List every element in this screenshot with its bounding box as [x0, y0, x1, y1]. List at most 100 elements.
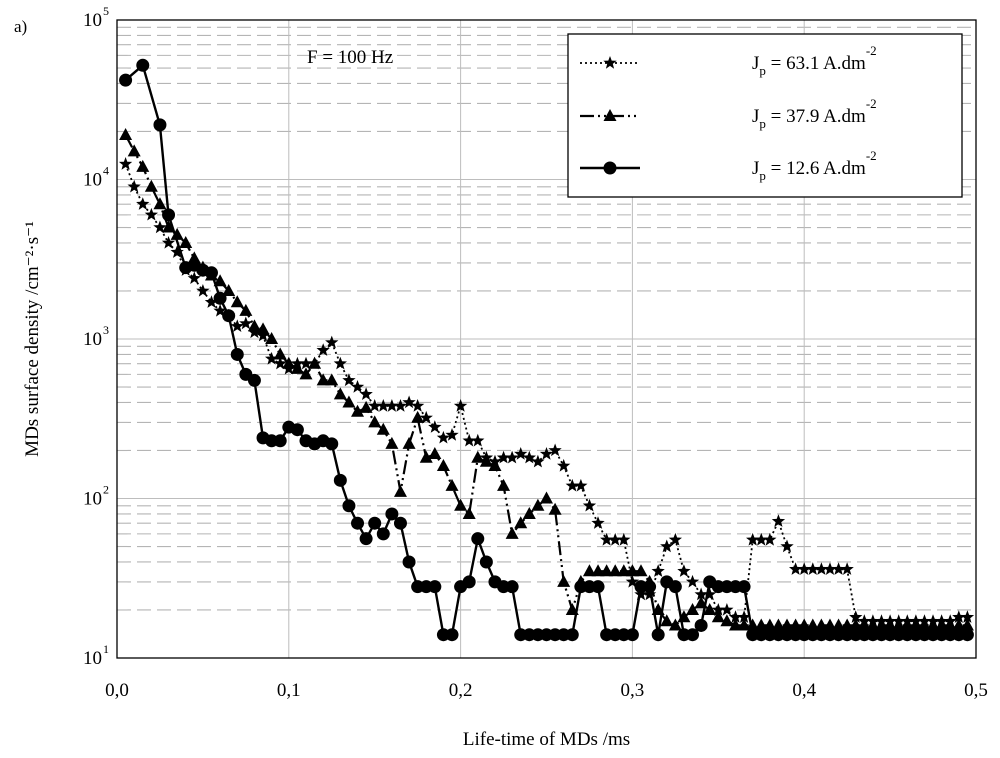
- circle-marker: [247, 373, 261, 387]
- triangle-marker: [308, 356, 322, 369]
- star-marker: [806, 562, 820, 575]
- triangle-marker: [728, 618, 742, 631]
- triangle-marker: [342, 395, 356, 408]
- triangle-marker: [445, 478, 459, 491]
- triangle-marker: [952, 618, 966, 631]
- star-marker: [376, 399, 390, 412]
- triangle-marker: [883, 618, 897, 631]
- legend-label-part: J: [752, 53, 759, 74]
- circle-marker: [213, 291, 227, 305]
- star-marker: [419, 410, 433, 424]
- circle-marker: [694, 618, 708, 632]
- circle-marker: [625, 628, 639, 642]
- triangle-marker: [849, 618, 863, 631]
- legend-label: Jp = 63.1 A.dm-2: [752, 43, 877, 78]
- star-marker: [548, 443, 562, 457]
- triangle-marker: [239, 303, 253, 316]
- triangle-marker: [737, 618, 751, 631]
- star-marker: [265, 351, 279, 365]
- circle-marker: [393, 516, 407, 530]
- legend-label-part: -2: [866, 96, 877, 111]
- y-tick-exponent: 3: [103, 323, 109, 337]
- triangle-marker: [617, 564, 631, 577]
- star-marker: [603, 56, 617, 69]
- star-marker: [239, 316, 253, 330]
- legend-label-part: = 63.1 A.dm: [766, 53, 866, 74]
- triangle-marker: [256, 322, 270, 335]
- circle-marker: [668, 580, 682, 594]
- panel-label: a): [14, 17, 27, 36]
- triangle-marker: [522, 506, 536, 519]
- circle-marker: [325, 437, 339, 451]
- triangle-marker: [634, 564, 648, 577]
- circle-marker: [273, 434, 287, 448]
- triangle-marker: [290, 361, 304, 374]
- star-marker: [703, 587, 717, 601]
- triangle-marker: [273, 347, 287, 360]
- triangle-marker: [806, 618, 820, 631]
- x-tick-label: 0,1: [277, 680, 301, 701]
- star-marker: [411, 399, 425, 412]
- circle-marker: [385, 507, 399, 521]
- triangle-marker: [780, 618, 794, 631]
- star-marker: [445, 428, 459, 441]
- star-marker: [737, 610, 751, 623]
- star-marker: [685, 574, 700, 588]
- circle-marker: [153, 118, 167, 132]
- star-marker: [471, 433, 485, 447]
- triangle-marker: [119, 128, 133, 141]
- star-marker: [746, 532, 760, 546]
- circle-marker: [359, 532, 373, 546]
- star-marker: [342, 373, 356, 387]
- triangle-marker: [488, 458, 502, 471]
- circle-marker: [290, 423, 304, 437]
- triangle-marker: [213, 274, 227, 287]
- star-marker: [136, 197, 150, 210]
- triangle-marker: [600, 564, 614, 577]
- legend-label-part: p: [759, 168, 766, 183]
- circle-marker: [565, 628, 579, 642]
- y-tick-exponent: 5: [103, 4, 109, 18]
- triangle-marker: [943, 618, 957, 631]
- star-marker: [316, 343, 330, 356]
- y-tick-label: 10: [83, 170, 102, 191]
- triangle-marker: [265, 332, 279, 344]
- star-marker: [952, 610, 966, 623]
- triangle-marker: [857, 618, 871, 631]
- triangle-marker: [625, 564, 639, 577]
- star-marker: [668, 532, 682, 546]
- star-marker: [436, 430, 451, 444]
- star-marker: [960, 610, 975, 623]
- triangle-marker: [351, 404, 365, 417]
- triangle-marker: [746, 618, 760, 631]
- circle-marker: [402, 555, 416, 569]
- star-marker: [557, 458, 571, 472]
- circle-marker: [351, 516, 365, 530]
- star-marker: [514, 447, 528, 460]
- legend-label-part: J: [752, 106, 759, 127]
- star-marker: [849, 610, 863, 623]
- star-marker: [196, 284, 210, 297]
- triangle-marker: [875, 618, 889, 631]
- star-marker: [522, 450, 536, 464]
- x-tick-label: 0,0: [105, 680, 129, 701]
- legend-label-part: p: [759, 63, 766, 78]
- triangle-marker: [393, 484, 407, 497]
- triangle-marker: [771, 618, 785, 631]
- x-tick-label: 0,5: [964, 680, 988, 701]
- legend-label-part: = 12.6 A.dm: [766, 158, 866, 179]
- triangle-marker: [359, 400, 373, 413]
- triangle-marker: [454, 498, 468, 511]
- triangle-marker: [703, 602, 717, 615]
- circle-marker: [368, 516, 382, 530]
- circle-marker: [230, 347, 244, 361]
- triangle-marker: [789, 618, 803, 631]
- legend-label-part: -2: [866, 43, 877, 58]
- triangle-marker: [462, 506, 476, 519]
- legend-label: Jp = 37.9 A.dm-2: [752, 96, 877, 131]
- star-marker: [789, 562, 803, 575]
- series-3: [119, 58, 974, 642]
- legend-label-part: J: [752, 158, 759, 179]
